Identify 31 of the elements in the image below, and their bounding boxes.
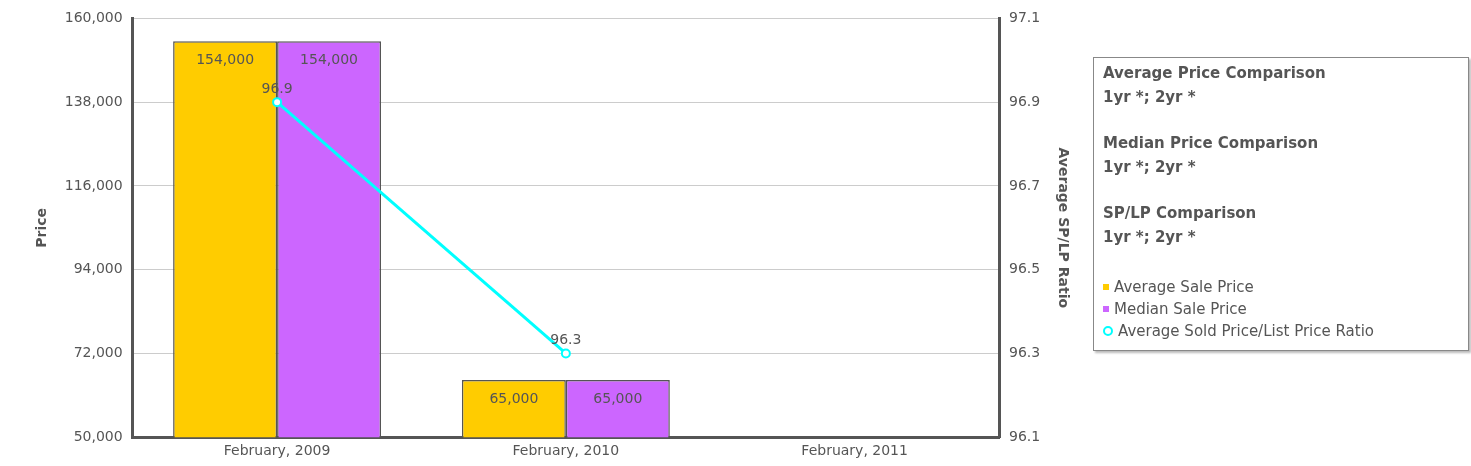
text: Median Price Comparison	[1103, 134, 1320, 152]
legend-label: Average Sold Price/List Price Ratio	[1118, 322, 1375, 340]
x-tick-label: February, 2010	[512, 442, 620, 459]
y2-axis-title: Average SP/LP Ratio	[1055, 147, 1072, 309]
y-axis-title: Price	[33, 207, 50, 248]
y2-tick-label: 96.9	[1009, 92, 1041, 109]
x-tick-label: February, 2009	[223, 442, 331, 459]
y-tick-label: 94,000	[73, 260, 123, 277]
y-tick-label: 72,000	[73, 344, 123, 361]
legend-label: Average Sale Price	[1114, 278, 1254, 296]
text: 1yr *; 2yr *	[1103, 88, 1197, 106]
x-tick-label: February, 2011	[801, 442, 908, 459]
legend-label: Median Sale Price	[1114, 300, 1247, 318]
data-label: 96.3	[550, 331, 582, 348]
text: Average Price Comparison	[1103, 64, 1327, 82]
data-label: 65,000	[593, 389, 643, 406]
data-label: 154,000	[300, 50, 359, 67]
y2-tick-label: 96.1	[1009, 427, 1041, 444]
y2-tick-label: 97.1	[1009, 9, 1041, 26]
y2-tick-label: 96.3	[1009, 344, 1041, 361]
data-label: 154,000	[196, 50, 255, 67]
y2-tick-label: 96.7	[1009, 176, 1041, 193]
text: 1yr *; 2yr *	[1103, 158, 1197, 176]
y-tick-label: 116,000	[64, 176, 123, 193]
y-tick-label: 138,000	[64, 92, 123, 109]
text: SP/LP Comparison	[1103, 204, 1258, 222]
y-tick-label: 50,000	[73, 427, 123, 444]
y2-tick-label: 96.5	[1009, 260, 1041, 277]
data-label: 65,000	[489, 389, 539, 406]
y-tick-label: 160,000	[64, 9, 123, 26]
text: 1yr *; 2yr *	[1103, 228, 1197, 246]
